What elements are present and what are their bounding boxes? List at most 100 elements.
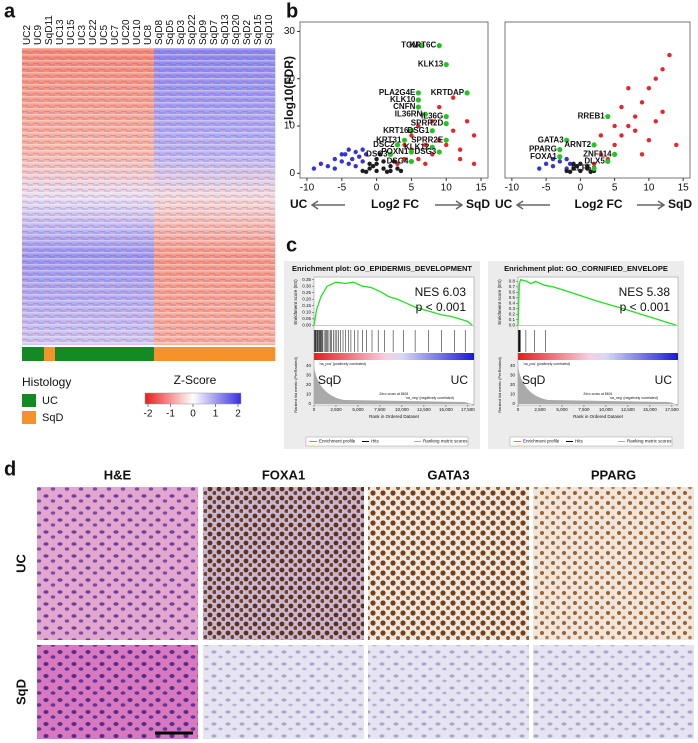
legend-swatch: [22, 411, 36, 424]
point: [402, 156, 407, 162]
end-label: UC: [655, 373, 673, 387]
gene-point: [605, 158, 611, 165]
end-label: SqD: [318, 373, 342, 387]
axis-label: Log2 FC: [575, 197, 623, 211]
point: [353, 149, 358, 155]
column-label: SqD10: [264, 14, 275, 45]
y-tick-label: 0.5: [509, 295, 516, 300]
point: [374, 168, 379, 174]
panel-label: a: [4, 0, 16, 22]
column-label: UC9: [33, 25, 44, 45]
legend-label: Enrichment profile: [319, 439, 356, 444]
x-tick-label: 2,500: [534, 407, 546, 412]
point: [339, 159, 344, 164]
gene-label: SPRR2D: [411, 119, 444, 128]
x-tick-label: 0: [517, 407, 520, 412]
x-tick-label: 17,500: [461, 407, 475, 412]
x-axis-label: Rank in Ordered Dataset: [573, 414, 624, 419]
point: [339, 152, 344, 157]
column-label: SqD15: [253, 14, 264, 45]
gene-point: [415, 97, 421, 103]
point: [639, 152, 645, 157]
column-label: SqD9: [198, 20, 209, 45]
point: [471, 161, 477, 167]
point: [360, 147, 365, 152]
x-tick-label: 5: [612, 183, 618, 194]
panel-d: H&E FOXA1 GATA3 PPARG UC SqD: [13, 467, 694, 739]
point: [409, 133, 414, 138]
arrow: [310, 200, 345, 210]
point: [363, 169, 369, 175]
histology-cell: [176, 347, 188, 361]
y-tick-label: 0: [289, 168, 295, 179]
histology-cell: [66, 347, 78, 361]
point: [591, 161, 597, 167]
row-label: SqD: [13, 679, 28, 705]
y-tick-label: 0.05: [302, 316, 311, 321]
point: [567, 161, 573, 167]
point: [564, 156, 569, 162]
rank-bar: [518, 353, 678, 360]
gene-label: DSG4: [387, 157, 409, 166]
gene-point: [408, 128, 415, 134]
point: [423, 142, 428, 148]
histology-cell: [88, 347, 100, 361]
gene-label: PPARG: [529, 145, 557, 154]
legend-label: UC: [42, 395, 58, 407]
histology-cell: [55, 347, 67, 361]
gene-point: [419, 43, 425, 49]
point: [370, 163, 376, 169]
point: [444, 142, 449, 148]
y-tick-label: 0.7: [509, 284, 516, 289]
x-tick-label: 10: [643, 183, 655, 194]
x-tick-label: 15,000: [643, 407, 657, 412]
column-label: SqD11: [44, 15, 55, 45]
point: [353, 163, 358, 169]
y-tick-label: 0.3: [509, 306, 516, 311]
gene-label: POXN1: [381, 147, 409, 156]
gene-point: [557, 154, 563, 160]
gene-label: SPRR2E: [411, 135, 444, 144]
point: [395, 166, 400, 171]
histology-cell: [121, 347, 133, 361]
gene-point: [436, 149, 442, 155]
column-label: UC20: [121, 19, 132, 45]
axis-end-label: UC: [495, 197, 513, 211]
x-tick-label: 10,000: [395, 407, 409, 412]
point: [388, 163, 393, 169]
point: [367, 166, 372, 171]
gene-point: [564, 137, 570, 143]
point: [450, 128, 456, 133]
point: [343, 152, 348, 157]
zero-label: Zero cross at 8601: [583, 392, 612, 396]
gene-point: [591, 142, 597, 148]
column-header: GATA3: [427, 467, 469, 482]
column-label: SqD22: [187, 14, 198, 45]
point: [564, 168, 569, 174]
micrograph: [203, 487, 364, 640]
y-tick-label: 0.0: [509, 322, 516, 327]
point: [374, 161, 379, 167]
point: [667, 52, 672, 58]
tick-label: -2: [144, 409, 153, 420]
row-label: UC: [13, 554, 28, 573]
point: [450, 95, 456, 100]
x-tick-label: -10: [300, 183, 315, 194]
color-bar: [144, 392, 242, 405]
y-tick-label: 0.6: [509, 290, 516, 295]
gene-label: DSC2: [373, 140, 395, 149]
micrograph: [37, 487, 198, 640]
column-label: UC7: [110, 25, 121, 45]
x-tick-label: 10,000: [599, 407, 613, 412]
gene-label: KLK10: [390, 95, 416, 104]
tick-label: 2: [235, 409, 241, 420]
y-tick-label: 0.10: [302, 309, 311, 314]
column-label: UC22: [88, 19, 99, 45]
histology-cell: [154, 347, 166, 361]
x-tick-label: 5: [409, 183, 415, 194]
gene-label: DSC3: [366, 149, 388, 158]
histology-cell: [209, 347, 221, 361]
y-axis-label: -log10(FDR): [282, 56, 296, 124]
